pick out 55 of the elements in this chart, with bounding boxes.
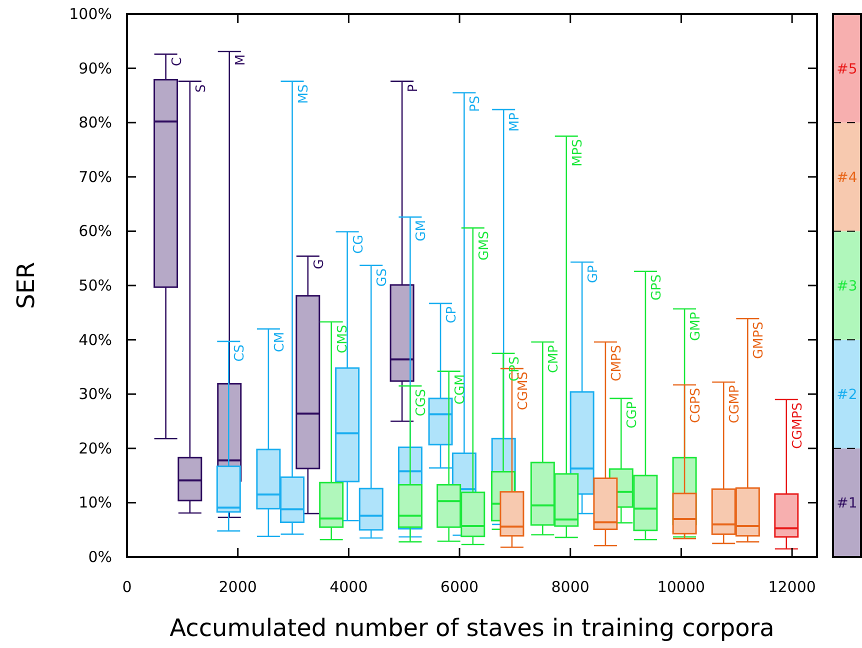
text: #5: [836, 61, 858, 78]
annotation: CGMS: [516, 372, 531, 410]
annotation: MP: [508, 112, 523, 132]
y-tick-label: 0%: [88, 548, 112, 566]
annotation: CS: [232, 344, 248, 362]
annotation: CMP: [546, 344, 562, 374]
annotation: GMS: [476, 230, 492, 260]
text: #2: [836, 387, 858, 404]
x-tick-label: 2000: [218, 578, 257, 596]
annotation: CMPS: [609, 344, 624, 382]
annotation: G: [312, 259, 327, 270]
annotation: GP: [586, 265, 602, 284]
annotation: GS: [375, 268, 390, 287]
annotation: M: [233, 54, 248, 66]
annotation: CGP: [625, 401, 640, 428]
annotation: S: [194, 84, 209, 93]
annotation: CM: [272, 332, 288, 352]
y-tick-label: 40%: [78, 330, 112, 349]
y-axis-title: SER: [12, 262, 40, 310]
x-tick-label: 4000: [330, 578, 368, 596]
text: #4: [836, 170, 858, 186]
y-tick-label: 80%: [78, 114, 112, 132]
y-tick-label: 100%: [69, 5, 112, 23]
annotation: MPS: [570, 139, 586, 166]
annotation: CGMP: [728, 385, 743, 424]
y-tick-label: 90%: [78, 59, 112, 78]
annotation: CGS: [414, 388, 430, 416]
annotation: P: [406, 84, 422, 92]
y-tick-label: 60%: [78, 222, 112, 240]
annotation: C: [170, 57, 185, 66]
annotation: GMP: [688, 312, 704, 341]
annotation: GMPS: [752, 322, 767, 360]
annotation: CG: [351, 234, 366, 254]
annotation: CGM: [452, 374, 468, 405]
annotation: CMS: [335, 324, 350, 354]
y-tick-label: 70%: [78, 168, 112, 186]
x-tick-label: 10000: [657, 578, 706, 596]
annotation: PS: [468, 96, 484, 112]
annotation: CP: [444, 306, 460, 324]
y-tick-label: 20%: [78, 439, 112, 458]
y-tick-label: 50%: [78, 276, 112, 294]
annotation: CGMPS: [790, 402, 806, 449]
x-tick-label: 8000: [551, 578, 590, 596]
y-tick-label: 10%: [78, 494, 112, 512]
text: #1: [836, 496, 858, 512]
x-tick-label: 12000: [768, 578, 816, 596]
text: #3: [836, 278, 858, 294]
y-tick-label: 30%: [78, 385, 112, 404]
annotation: GPS: [649, 274, 664, 301]
annotation: CGPS: [688, 388, 704, 424]
x-axis-title: Accumulated number of staves in training corpora: [170, 614, 774, 642]
x-tick-label: 6000: [440, 578, 479, 596]
annotation: GM: [414, 220, 430, 242]
x-tick-label: 0: [122, 578, 132, 596]
annotation: MS: [296, 84, 312, 104]
